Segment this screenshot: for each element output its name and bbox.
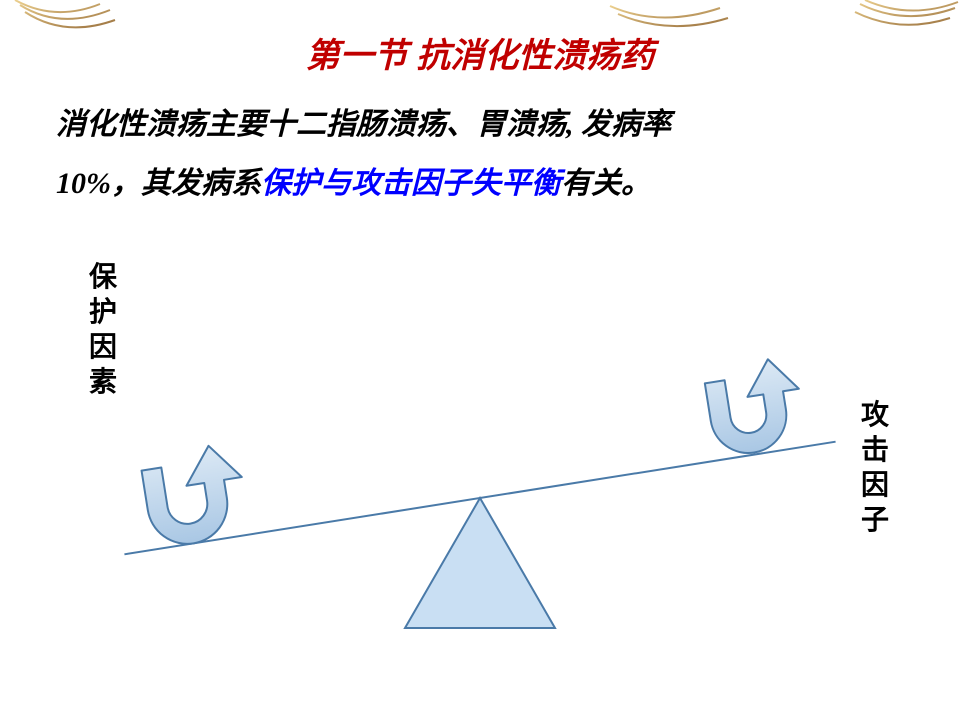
slide: 第一节 抗消化性溃疡药 消化性溃疡主要十二指肠溃疡、胃溃疡, 发病率 10%，其… (0, 0, 960, 720)
seesaw-svg (80, 250, 880, 670)
balance-diagram: 保护因素 攻击因子 (80, 250, 880, 670)
body-line-2c: 有关。 (561, 167, 651, 200)
body-highlight: 保护与攻击因子失平衡 (261, 167, 561, 200)
slide-title: 第一节 抗消化性溃疡药 (0, 28, 960, 77)
protect-u-arrow (139, 441, 250, 549)
body-paragraph: 消化性溃疡主要十二指肠溃疡、胃溃疡, 发病率 10%，其发病系保护与攻击因子失平… (56, 96, 906, 213)
fulcrum-triangle (405, 498, 555, 628)
body-line-1: 消化性溃疡主要十二指肠溃疡、胃溃疡, 发病率 (56, 108, 671, 141)
attack-u-arrow (703, 355, 808, 458)
body-line-2a: 10%，其发病系 (56, 167, 261, 200)
